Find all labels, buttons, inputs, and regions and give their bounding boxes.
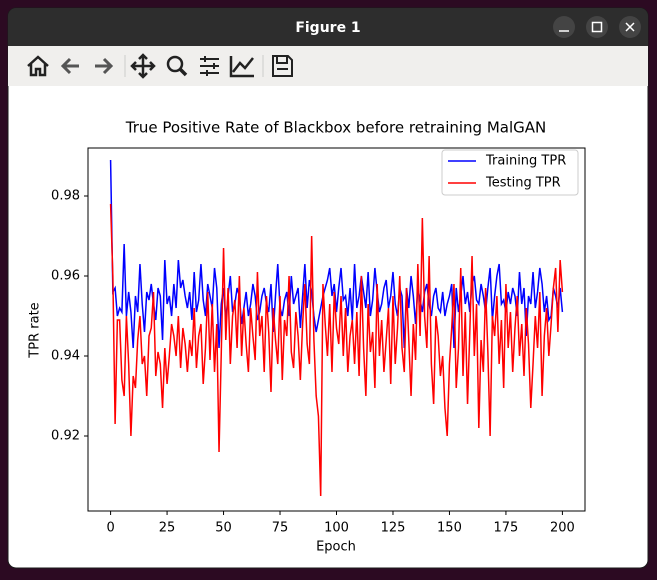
minimize-button[interactable] [553, 16, 575, 38]
save-button[interactable] [272, 55, 293, 77]
window-title: Figure 1 [295, 20, 360, 36]
title-bar [8, 8, 648, 46]
axes-button[interactable] [229, 56, 254, 78]
terminal-background [0, 0, 8, 576]
x-tick-label: 75 [272, 521, 289, 536]
y-tick-label: 0.98 [51, 189, 80, 204]
y-tick-label: 0.94 [51, 349, 80, 364]
data-line [109, 159, 564, 349]
home-button[interactable] [27, 55, 49, 77]
x-tick-label: 0 [106, 521, 114, 536]
maximize-button[interactable] [586, 16, 608, 38]
plot-frame [87, 147, 586, 512]
zoom-button[interactable] [166, 55, 188, 77]
x-tick-label: 150 [437, 521, 462, 536]
pan-button[interactable] [130, 53, 156, 79]
legend-label: Testing TPR [485, 176, 561, 191]
x-tick-label: 25 [159, 521, 176, 536]
y-tick-label: 0.96 [51, 269, 80, 284]
x-tick-label: 100 [324, 521, 349, 536]
chart-title: True Positive Rate of Blackbox before re… [125, 119, 546, 137]
toolbar [8, 46, 648, 86]
toolbar-icons [27, 53, 293, 79]
window-frame [7, 7, 649, 569]
x-tick-label: 125 [381, 521, 406, 536]
legend: Training TPR Testing TPR [441, 149, 579, 196]
x-tick-label: 200 [550, 521, 575, 536]
close-button[interactable] [619, 16, 641, 38]
legend-label: Training TPR [485, 154, 566, 169]
y-tick-label: 0.92 [51, 429, 80, 444]
back-button[interactable] [60, 57, 79, 75]
y-axis-label: TPR rate [28, 302, 43, 358]
forward-button[interactable] [95, 57, 114, 75]
x-tick-label: 50 [215, 521, 232, 536]
subplots-button[interactable] [200, 56, 219, 76]
data-line [109, 203, 564, 497]
x-tick-label: 175 [494, 521, 519, 536]
x-axis-label: Epoch [316, 540, 356, 555]
